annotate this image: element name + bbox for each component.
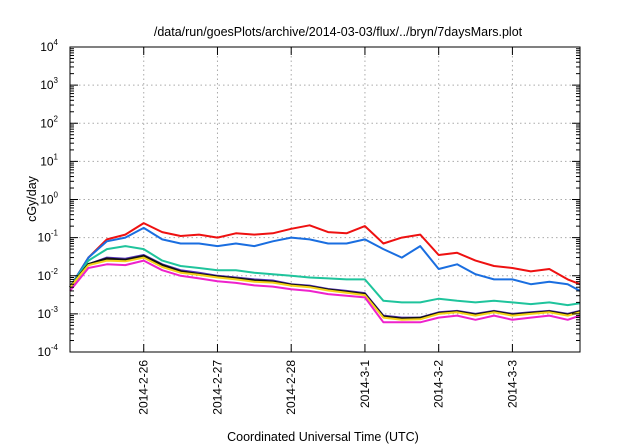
x-tick-label: 2014-3-2 [432,360,446,408]
x-tick-label: 2014-2-28 [284,360,298,415]
y-tick-exponent: 0 [54,191,59,200]
y-axis-label: cGy/day [25,175,39,222]
y-tick-exponent: -3 [51,305,59,314]
y-tick-label: 102 [40,114,58,130]
x-axis-label: Coordinated Universal Time (UTC) [227,430,419,444]
series-line-7 [69,259,581,324]
series-line-3 [69,245,581,307]
y-tick-exponent: -4 [51,343,59,352]
y-tick-exponent: -1 [51,229,59,238]
series-line-1 [69,222,581,288]
x-tick-label: 2014-2-27 [210,360,224,415]
series-line-2 [69,226,581,292]
series-layer [69,222,581,324]
y-tick-exponent: 4 [54,38,59,47]
y-tick-label: 100 [40,191,58,207]
y-tick-exponent: 1 [54,152,59,161]
y-tick-label: 10-1 [38,229,59,245]
y-tick-exponent: 3 [54,76,59,85]
y-tick-label: 103 [40,76,58,92]
chart-title: /data/run/goesPlots/archive/2014-03-03/f… [154,25,523,39]
series-line-6 [69,256,581,321]
x-tick-label: 2014-3-3 [505,360,519,408]
x-tick-label: 2014-3-1 [358,360,372,408]
y-tick-exponent: 2 [54,114,59,123]
y-tick-label: 10-4 [38,343,59,359]
ticks: 10-410-310-210-11001011021031042014-2-26… [38,38,580,415]
y-tick-label: 10-3 [38,305,59,321]
y-tick-label: 104 [40,38,58,54]
x-tick-label: 2014-2-26 [137,360,151,415]
y-tick-label: 101 [40,152,58,168]
series-line-5 [69,254,581,320]
y-tick-exponent: -2 [51,267,59,276]
grid [70,47,580,352]
y-tick-label: 10-2 [38,267,59,283]
series-line-4 [69,254,581,319]
